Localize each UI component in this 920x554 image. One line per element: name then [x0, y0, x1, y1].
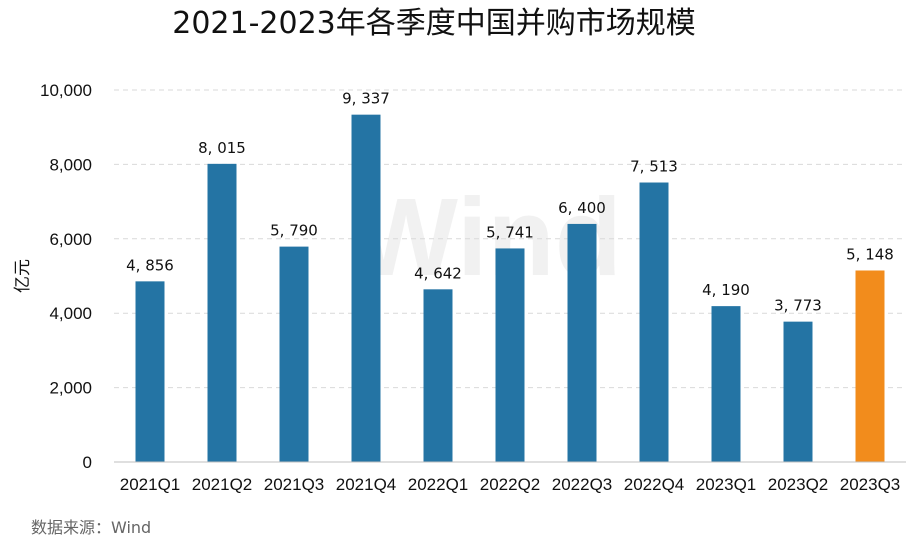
x-tick-label: 2023Q2	[768, 475, 829, 494]
y-tick-label: 8,000	[49, 155, 92, 174]
bar-2023q1	[711, 306, 741, 462]
data-label: 5, 790	[270, 222, 318, 240]
x-tick-label: 2021Q4	[336, 475, 397, 494]
y-tick-label: 4,000	[49, 304, 92, 323]
data-label: 3, 773	[774, 297, 822, 315]
y-axis-ticks: 0 2,000 4,000 6,000 8,000 10,000	[40, 81, 92, 472]
x-axis-ticks: 2021Q1 2021Q2 2021Q3 2021Q4 2022Q1 2022Q2 2022…	[120, 475, 901, 494]
y-tick-label: 6,000	[49, 230, 92, 249]
source-note: 数据来源：Wind	[31, 518, 151, 537]
bar-2022q4	[639, 182, 669, 462]
data-label: 8, 015	[198, 139, 246, 157]
bar-2022q1	[423, 289, 453, 462]
data-label: 6, 400	[558, 199, 606, 217]
x-tick-label: 2021Q1	[120, 475, 181, 494]
x-tick-label: 2022Q2	[480, 475, 541, 494]
bar-2021q1	[135, 281, 165, 462]
bar-2021q4	[351, 114, 381, 462]
bar-2022q3	[567, 223, 597, 462]
bar-2023q2	[783, 321, 813, 462]
data-label: 4, 190	[702, 281, 750, 299]
x-tick-label: 2022Q1	[408, 475, 469, 494]
x-tick-label: 2022Q3	[552, 475, 613, 494]
x-tick-label: 2023Q3	[840, 475, 901, 494]
y-tick-label: 0	[83, 453, 92, 472]
data-label: 4, 642	[414, 264, 462, 282]
x-tick-label: 2022Q4	[624, 475, 685, 494]
data-labels: 4, 856 8, 015 5, 790 9, 337 4, 642 5, 741 6, 4…	[126, 90, 894, 315]
y-axis-label: 亿元	[13, 259, 33, 293]
x-tick-label: 2021Q3	[264, 475, 325, 494]
data-label: 4, 856	[126, 256, 174, 274]
data-label: 5, 148	[846, 245, 894, 263]
bar-2021q3	[279, 246, 309, 462]
y-tick-label: 10,000	[40, 81, 92, 100]
data-label: 9, 337	[342, 90, 390, 108]
bar-2023q3	[855, 270, 885, 462]
y-tick-label: 2,000	[49, 379, 92, 398]
x-tick-label: 2021Q2	[192, 475, 253, 494]
bar-2022q2	[495, 248, 525, 462]
chart-title: 2021-2023年各季度中国并购市场规模	[172, 6, 696, 41]
data-label: 5, 741	[486, 223, 534, 241]
x-tick-label: 2023Q1	[696, 475, 757, 494]
data-label: 7, 513	[630, 158, 678, 176]
bar-2021q2	[207, 163, 237, 463]
bars	[135, 114, 885, 463]
